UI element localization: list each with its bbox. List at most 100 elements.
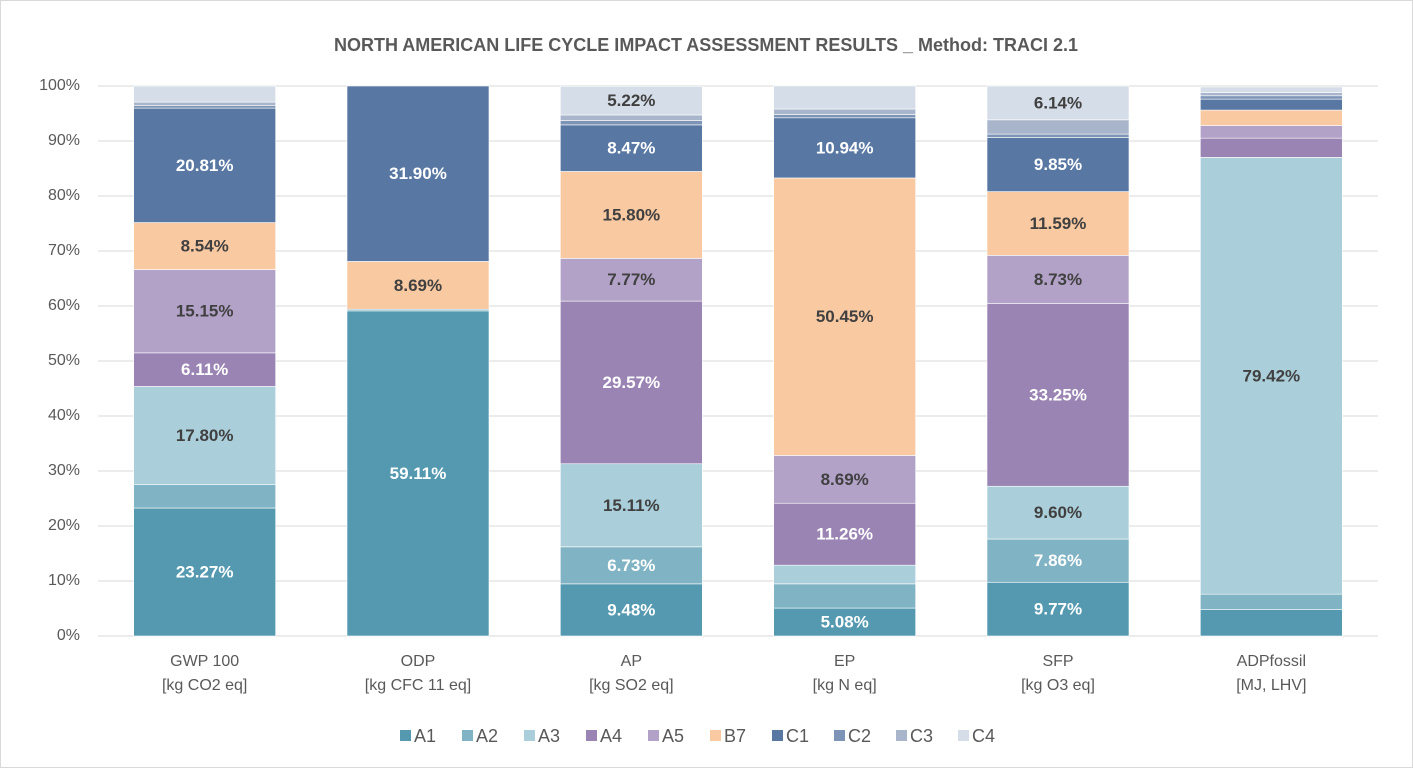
bar-segment <box>560 546 703 585</box>
bar-segment <box>133 85 276 103</box>
data-label: 20.81% <box>176 156 234 175</box>
bar-segment <box>133 484 276 509</box>
y-tick-label: 70% <box>48 242 80 259</box>
bar-segment <box>986 538 1130 583</box>
data-label: 17.80% <box>176 426 234 445</box>
data-label: 7.77% <box>607 270 655 289</box>
bar-segment <box>133 386 276 485</box>
data-label: 5.22% <box>607 91 655 110</box>
legend-label: C1 <box>786 726 809 746</box>
bar-segment <box>1200 92 1343 97</box>
bar-segment <box>133 105 276 109</box>
x-tick-label: GWP 100 <box>170 653 239 670</box>
bar-segment <box>986 85 1130 121</box>
bar-segment <box>346 261 490 310</box>
data-label: 6.73% <box>607 556 655 575</box>
x-tick-label: ADPfossil <box>1237 653 1306 670</box>
x-tick-label: [kg O3 eq] <box>1021 677 1095 694</box>
bar-segment <box>133 101 276 106</box>
y-tick-label: 50% <box>48 352 80 369</box>
y-tick-label: 80% <box>48 187 80 204</box>
data-label: 29.57% <box>602 373 660 392</box>
legend-swatch <box>462 730 473 741</box>
x-tick-label: EP <box>834 653 855 670</box>
legend-label: C4 <box>972 726 995 746</box>
data-label: 9.60% <box>1034 503 1082 522</box>
bar-segment <box>773 85 916 110</box>
legend-label: A3 <box>538 726 560 746</box>
bar-segment <box>1200 109 1343 126</box>
bar-segment <box>133 107 276 223</box>
legend-swatch <box>896 730 907 741</box>
legend-swatch <box>834 730 845 741</box>
data-label: 9.48% <box>607 600 655 619</box>
bar-segment <box>1200 137 1343 158</box>
bar-segment <box>1200 125 1343 139</box>
bar-segment <box>773 583 916 609</box>
bar-segment <box>560 171 703 259</box>
legend-swatch <box>710 730 721 741</box>
data-label: 79.42% <box>1242 366 1300 385</box>
data-label: 8.47% <box>607 139 655 158</box>
y-tick-label: 30% <box>48 462 80 479</box>
data-label: 8.69% <box>821 470 869 489</box>
bar-segment <box>773 117 916 179</box>
legend-label: A2 <box>476 726 498 746</box>
data-label: 15.11% <box>603 496 660 515</box>
bar-segment <box>986 303 1130 487</box>
legend-label: B7 <box>724 726 746 746</box>
bar-segment <box>133 269 276 354</box>
y-tick-label: 60% <box>48 297 80 314</box>
data-label: 23.27% <box>176 562 234 581</box>
data-label: 11.59% <box>1030 214 1087 233</box>
bar-segment <box>133 352 276 387</box>
bar-segment <box>1200 609 1343 637</box>
data-label: 5.08% <box>821 613 869 632</box>
bar-segment <box>560 124 703 172</box>
x-tick-label: AP <box>621 653 642 670</box>
bar-segment <box>133 222 276 270</box>
legend-swatch <box>524 730 535 741</box>
y-tick-label: 20% <box>48 517 80 534</box>
y-tick-label: 100% <box>39 77 80 94</box>
bar-segment <box>560 114 703 121</box>
bar-segment <box>1200 593 1343 610</box>
data-label: 6.14% <box>1034 93 1082 112</box>
data-label: 8.54% <box>181 237 229 256</box>
bar-segment <box>773 607 916 637</box>
bar-segment <box>986 119 1130 135</box>
x-tick-label: [kg N eq] <box>813 677 877 694</box>
bar-segment <box>560 463 703 548</box>
data-label: 15.80% <box>602 205 660 224</box>
bar-segment <box>560 300 703 465</box>
bar-segment <box>986 485 1130 540</box>
bar-segment <box>1200 157 1343 595</box>
bar-segment <box>986 581 1130 637</box>
data-label: 59.11% <box>390 464 447 483</box>
x-tick-label: ODP <box>401 653 436 670</box>
bar-segment <box>560 85 703 116</box>
y-tick-label: 10% <box>48 572 80 589</box>
bar-segment <box>773 114 916 119</box>
bar-segment <box>773 502 916 566</box>
bar-segment <box>986 133 1130 138</box>
bar-segment <box>1200 95 1343 100</box>
data-label: 8.73% <box>1034 270 1082 289</box>
chart-title: NORTH AMERICAN LIFE CYCLE IMPACT ASSESSM… <box>334 35 1078 55</box>
legend-label: C3 <box>910 726 933 746</box>
bar-segment <box>133 507 276 637</box>
data-label: 6.11% <box>181 360 228 379</box>
data-label: 33.25% <box>1029 385 1087 404</box>
data-label: 9.85% <box>1034 155 1082 174</box>
bar-segment <box>560 120 703 126</box>
legend-swatch <box>958 730 969 741</box>
y-tick-label: 40% <box>48 407 80 424</box>
bar-segment <box>560 258 703 302</box>
legend-label: A1 <box>414 726 436 746</box>
bar-segment <box>1200 86 1343 93</box>
bar-segment <box>773 108 916 115</box>
bar-segment <box>346 85 490 262</box>
data-label: 8.69% <box>394 276 442 295</box>
data-label: 11.26% <box>816 525 873 544</box>
